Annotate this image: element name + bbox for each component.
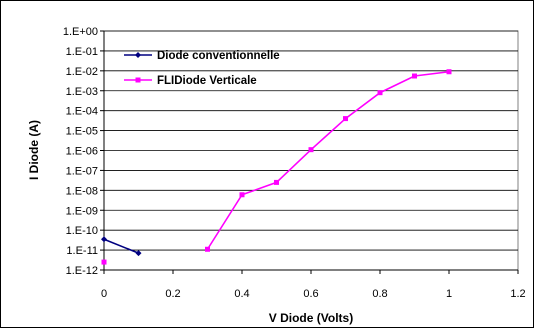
y-tick-label: 1.E-03 <box>66 86 98 98</box>
legend: Diode conventionnelle FLIDiode Verticale <box>124 50 280 87</box>
x-tick-labels: 0 0.2 0.4 0.6 0.8 1 1.2 <box>101 288 526 300</box>
y-tick-label: 1.E-10 <box>66 225 98 237</box>
y-tick-label: 1.E-07 <box>66 165 98 177</box>
series-point <box>274 179 279 185</box>
x-tick-label: 1 <box>446 288 452 300</box>
series-point <box>308 147 314 153</box>
x-tick-label: 1.2 <box>510 288 525 300</box>
x-tick-label: 0.6 <box>303 288 318 300</box>
x-tick-label: 0 <box>101 288 107 300</box>
series-point <box>101 236 107 243</box>
series-line <box>206 70 450 250</box>
series-point <box>101 259 107 265</box>
y-tick-label: 1.E+00 <box>63 26 98 38</box>
x-axis-title: V Diode (Volts) <box>269 311 353 325</box>
series-point <box>135 52 141 58</box>
y-tick-label: 1.E-11 <box>66 245 98 257</box>
series-1 <box>101 236 142 257</box>
series-point <box>446 69 452 75</box>
y-tick-label: 1.E-04 <box>66 106 98 118</box>
y-tick-label: 1.E-01 <box>66 46 98 58</box>
y-tick-label: 1.E-02 <box>66 66 98 78</box>
axes <box>100 30 519 274</box>
y-tick-labels: 1.E+00 1.E-01 1.E-02 1.E-03 1.E-04 1.E-05 1.E-… <box>63 26 98 277</box>
x-tick-label: 0.2 <box>165 288 180 300</box>
y-axis-title: I Diode (A) <box>27 120 41 180</box>
legend-entry: FLIDiode Verticale <box>157 75 257 87</box>
series-point <box>135 77 141 83</box>
y-tick-label: 1.E-09 <box>66 205 98 217</box>
series-point <box>135 250 142 257</box>
series-point <box>377 90 383 96</box>
series-2 <box>101 69 452 265</box>
y-tick-label: 1.E-08 <box>66 185 98 197</box>
x-tick-label: 0.8 <box>372 288 387 300</box>
y-tick-label: 1.E-06 <box>66 146 98 158</box>
gridlines <box>104 30 518 251</box>
series-layer <box>101 69 452 265</box>
series-line <box>103 238 139 254</box>
series-point <box>205 246 210 252</box>
series-point <box>239 192 245 198</box>
legend-entry: Diode conventionnelle <box>157 50 280 62</box>
series-point <box>343 116 348 122</box>
y-tick-label: 1.E-05 <box>66 126 98 138</box>
y-tick-label: 1.E-12 <box>66 265 98 277</box>
x-tick-label: 0.4 <box>234 288 249 300</box>
series-point <box>412 73 417 79</box>
